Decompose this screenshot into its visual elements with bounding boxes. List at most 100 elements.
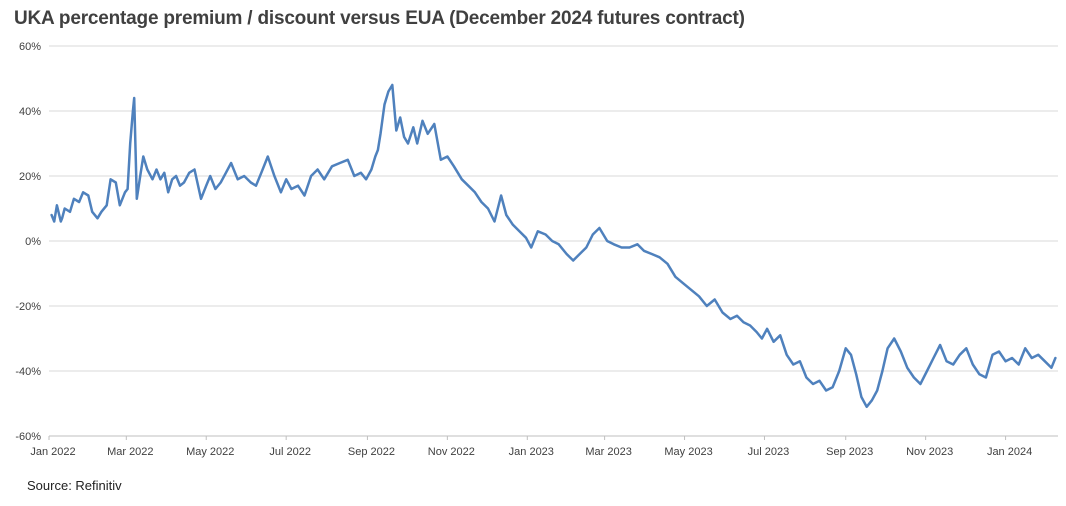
x-axis: Jan 2022 Mar 2022 May 2022 Jul 2022 Sep 2022… — [30, 435, 1058, 458]
data-point — [887, 347, 889, 349]
y-axis: 60% 40% 20% 0% -20% -40% -60% — [15, 41, 41, 443]
data-point — [900, 350, 902, 353]
data-point — [682, 282, 684, 284]
x-tick-label: Sep 2022 — [348, 446, 395, 458]
data-point — [474, 191, 476, 193]
data-point — [461, 178, 463, 180]
line-chart: 60% 40% 20% 0% -20% -40% -60% Jan 2022 Mar 2022… — [15, 41, 1058, 458]
data-point — [377, 149, 379, 151]
data-point — [932, 357, 935, 359]
data-point — [585, 246, 587, 249]
data-point — [525, 237, 527, 239]
x-tick-label: Jul 2022 — [269, 446, 311, 458]
chart-title: UKA percentage premium / discount versus… — [14, 8, 745, 29]
data-point — [978, 373, 981, 375]
data-point — [142, 155, 144, 158]
data-point — [370, 168, 372, 171]
data-point — [124, 191, 126, 193]
data-point — [230, 162, 232, 164]
data-point — [666, 263, 669, 265]
data-point — [729, 318, 732, 320]
y-tick-label: -60% — [15, 431, 41, 443]
data-point — [179, 185, 181, 187]
data-point — [250, 181, 252, 184]
data-point — [845, 347, 847, 349]
data-point — [167, 191, 169, 193]
x-tick-label: Jul 2023 — [748, 446, 790, 458]
data-point — [183, 181, 185, 184]
data-point — [1050, 367, 1052, 369]
data-point — [100, 211, 102, 213]
x-tick-label: May 2022 — [186, 446, 234, 458]
data-point — [825, 389, 827, 392]
y-tick-label: 20% — [19, 171, 41, 183]
data-point — [850, 354, 852, 356]
data-point — [855, 373, 857, 375]
data-point — [1054, 357, 1056, 359]
data-point — [310, 175, 312, 177]
data-point — [453, 165, 455, 167]
data-point — [297, 185, 299, 187]
data-point — [714, 298, 716, 301]
data-point — [146, 168, 148, 171]
data-point — [285, 178, 287, 180]
y-tick-label: 0% — [25, 236, 41, 248]
data-point — [893, 337, 895, 340]
data-point — [132, 110, 134, 112]
data-point — [518, 230, 521, 232]
series-line — [50, 83, 1057, 409]
data-point — [140, 172, 142, 174]
data-point — [205, 185, 207, 187]
data-point — [387, 90, 389, 93]
y-tick-label: 60% — [19, 41, 41, 53]
data-point — [659, 256, 661, 258]
data-point — [985, 376, 987, 379]
data-point — [155, 168, 158, 171]
data-point — [1044, 360, 1046, 362]
data-point — [579, 253, 581, 255]
data-point — [214, 188, 216, 190]
data-point — [946, 360, 948, 362]
data-point — [480, 201, 482, 203]
data-point — [742, 321, 745, 323]
data-point — [643, 250, 645, 252]
data-point — [159, 178, 161, 180]
x-tick-label: Sep 2023 — [826, 446, 873, 458]
data-point — [628, 246, 631, 249]
data-point — [412, 126, 414, 128]
x-tick-label: Nov 2023 — [906, 446, 953, 458]
data-point — [926, 370, 928, 372]
data-point — [792, 363, 794, 366]
data-point — [812, 383, 814, 385]
data-point — [690, 289, 692, 291]
data-point — [505, 214, 507, 216]
data-point — [1005, 360, 1007, 362]
data-point — [379, 133, 382, 135]
data-point — [96, 217, 99, 219]
data-point — [175, 175, 177, 177]
data-point — [399, 116, 401, 119]
data-point — [500, 194, 502, 197]
data-point — [674, 276, 677, 278]
data-point — [119, 204, 121, 206]
data-point — [558, 243, 560, 245]
data-point — [606, 240, 608, 242]
data-point — [73, 198, 75, 200]
data-point — [779, 334, 781, 336]
data-point — [151, 178, 154, 180]
data-point — [407, 142, 409, 145]
data-point — [876, 389, 878, 392]
data-point — [237, 178, 239, 180]
data-point — [446, 155, 448, 158]
data-point — [736, 315, 738, 317]
x-tick-label: Jan 2023 — [509, 446, 554, 458]
data-point — [303, 194, 306, 197]
data-point — [832, 386, 834, 388]
data-point — [193, 168, 196, 171]
data-point — [1011, 357, 1013, 359]
data-point — [136, 198, 138, 200]
data-point — [290, 188, 292, 190]
data-point — [913, 376, 915, 379]
data-point — [53, 220, 55, 223]
data-point — [106, 204, 108, 206]
